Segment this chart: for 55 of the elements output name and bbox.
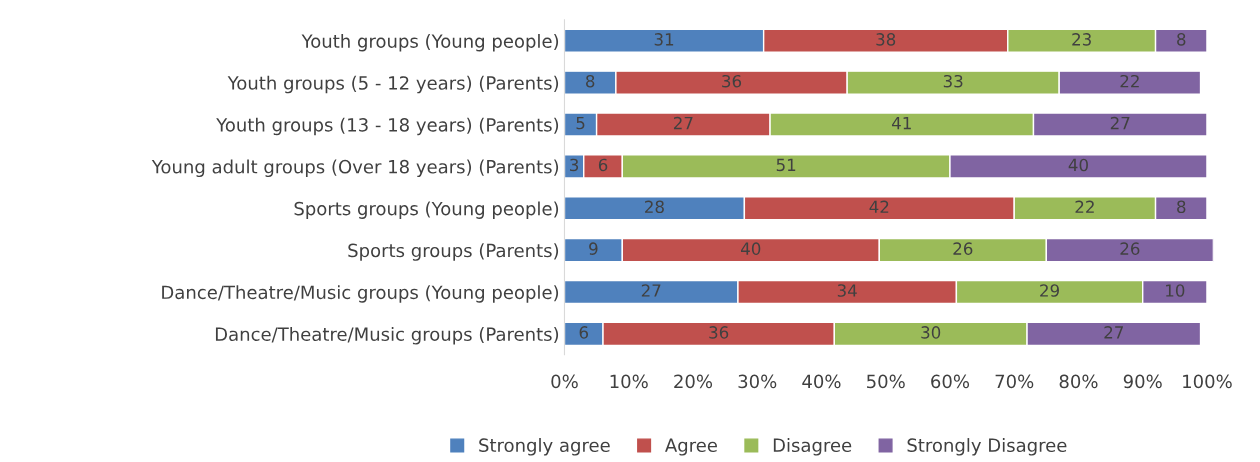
data-label: 23	[1072, 33, 1091, 46]
data-label: 34	[837, 284, 857, 297]
data-label: 51	[776, 158, 796, 172]
data-label: 36	[709, 326, 729, 339]
y-tick-label: Young adult groups (Over 18 years) (Parents)	[151, 159, 559, 178]
x-tick-label: 10%	[610, 374, 648, 389]
data-label: 38	[876, 33, 896, 46]
x-tick-label: 70%	[995, 374, 1034, 389]
legend-label: Strongly Disagree	[907, 438, 1067, 456]
data-label: 9	[589, 242, 598, 255]
x-tick-label: 30%	[738, 374, 777, 389]
data-label: 6	[579, 326, 589, 339]
data-label: 41	[891, 116, 911, 130]
data-label: 36	[722, 74, 742, 88]
y-tick-label: Dance/Theatre/Music groups (Parents)	[215, 327, 559, 345]
x-tick-label: 90%	[1123, 374, 1162, 389]
data-label: 22	[1075, 200, 1094, 213]
data-label: 27	[641, 284, 661, 297]
data-label: 27	[1110, 116, 1130, 130]
data-label: 30	[921, 326, 941, 339]
data-label: 10	[1166, 284, 1185, 297]
data-label: 6	[598, 158, 608, 172]
data-label: 26	[953, 242, 973, 255]
data-label: 26	[1120, 242, 1140, 255]
data-label: 27	[1104, 326, 1123, 339]
x-tick-label: 60%	[931, 374, 970, 389]
data-label: 33	[943, 74, 963, 88]
data-label: 42	[869, 200, 889, 213]
y-tick-label: Sports groups (Parents)	[348, 243, 559, 261]
data-label: 29	[1040, 284, 1059, 297]
y-tick-label: Youth groups (Young people)	[301, 33, 559, 52]
x-tick-label: 50%	[867, 374, 905, 389]
data-label: 5	[576, 116, 585, 130]
data-label: 3	[570, 158, 579, 172]
y-tick-label: Youth groups (13 - 18 years) (Parents)	[216, 117, 559, 136]
data-label: 8	[1177, 33, 1186, 46]
x-tick-label: 80%	[1059, 374, 1098, 389]
x-tick-label: 0%	[551, 374, 578, 389]
data-label: 8	[586, 74, 595, 88]
x-tick-label: 40%	[802, 374, 841, 389]
x-tick-label: 100%	[1183, 374, 1232, 389]
x-tick-label: 20%	[674, 374, 713, 389]
data-label: 8	[1177, 200, 1186, 214]
legend-label: Strongly agree	[479, 438, 610, 456]
data-label: 22	[1120, 74, 1139, 88]
y-tick-label: Dance/Theatre/Music groups (Young people)	[162, 285, 559, 303]
data-label: 40	[741, 242, 761, 255]
legend-label: Disagree	[773, 438, 852, 456]
y-tick-label: Sports groups (Young people)	[294, 201, 559, 219]
data-label: 28	[645, 200, 664, 214]
legend-label: Agree	[665, 438, 717, 456]
y-tick-label: Youth groups (5 - 12 years) (Parents)	[227, 75, 559, 94]
data-label: 40	[1068, 158, 1088, 172]
data-label: 27	[673, 116, 693, 130]
data-label: 31	[654, 33, 674, 46]
